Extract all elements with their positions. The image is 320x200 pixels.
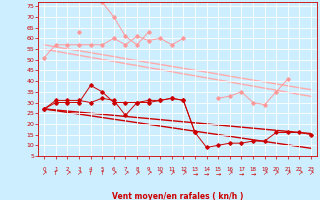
X-axis label: Vent moyen/en rafales ( kn/h ): Vent moyen/en rafales ( kn/h ) [112,192,243,200]
